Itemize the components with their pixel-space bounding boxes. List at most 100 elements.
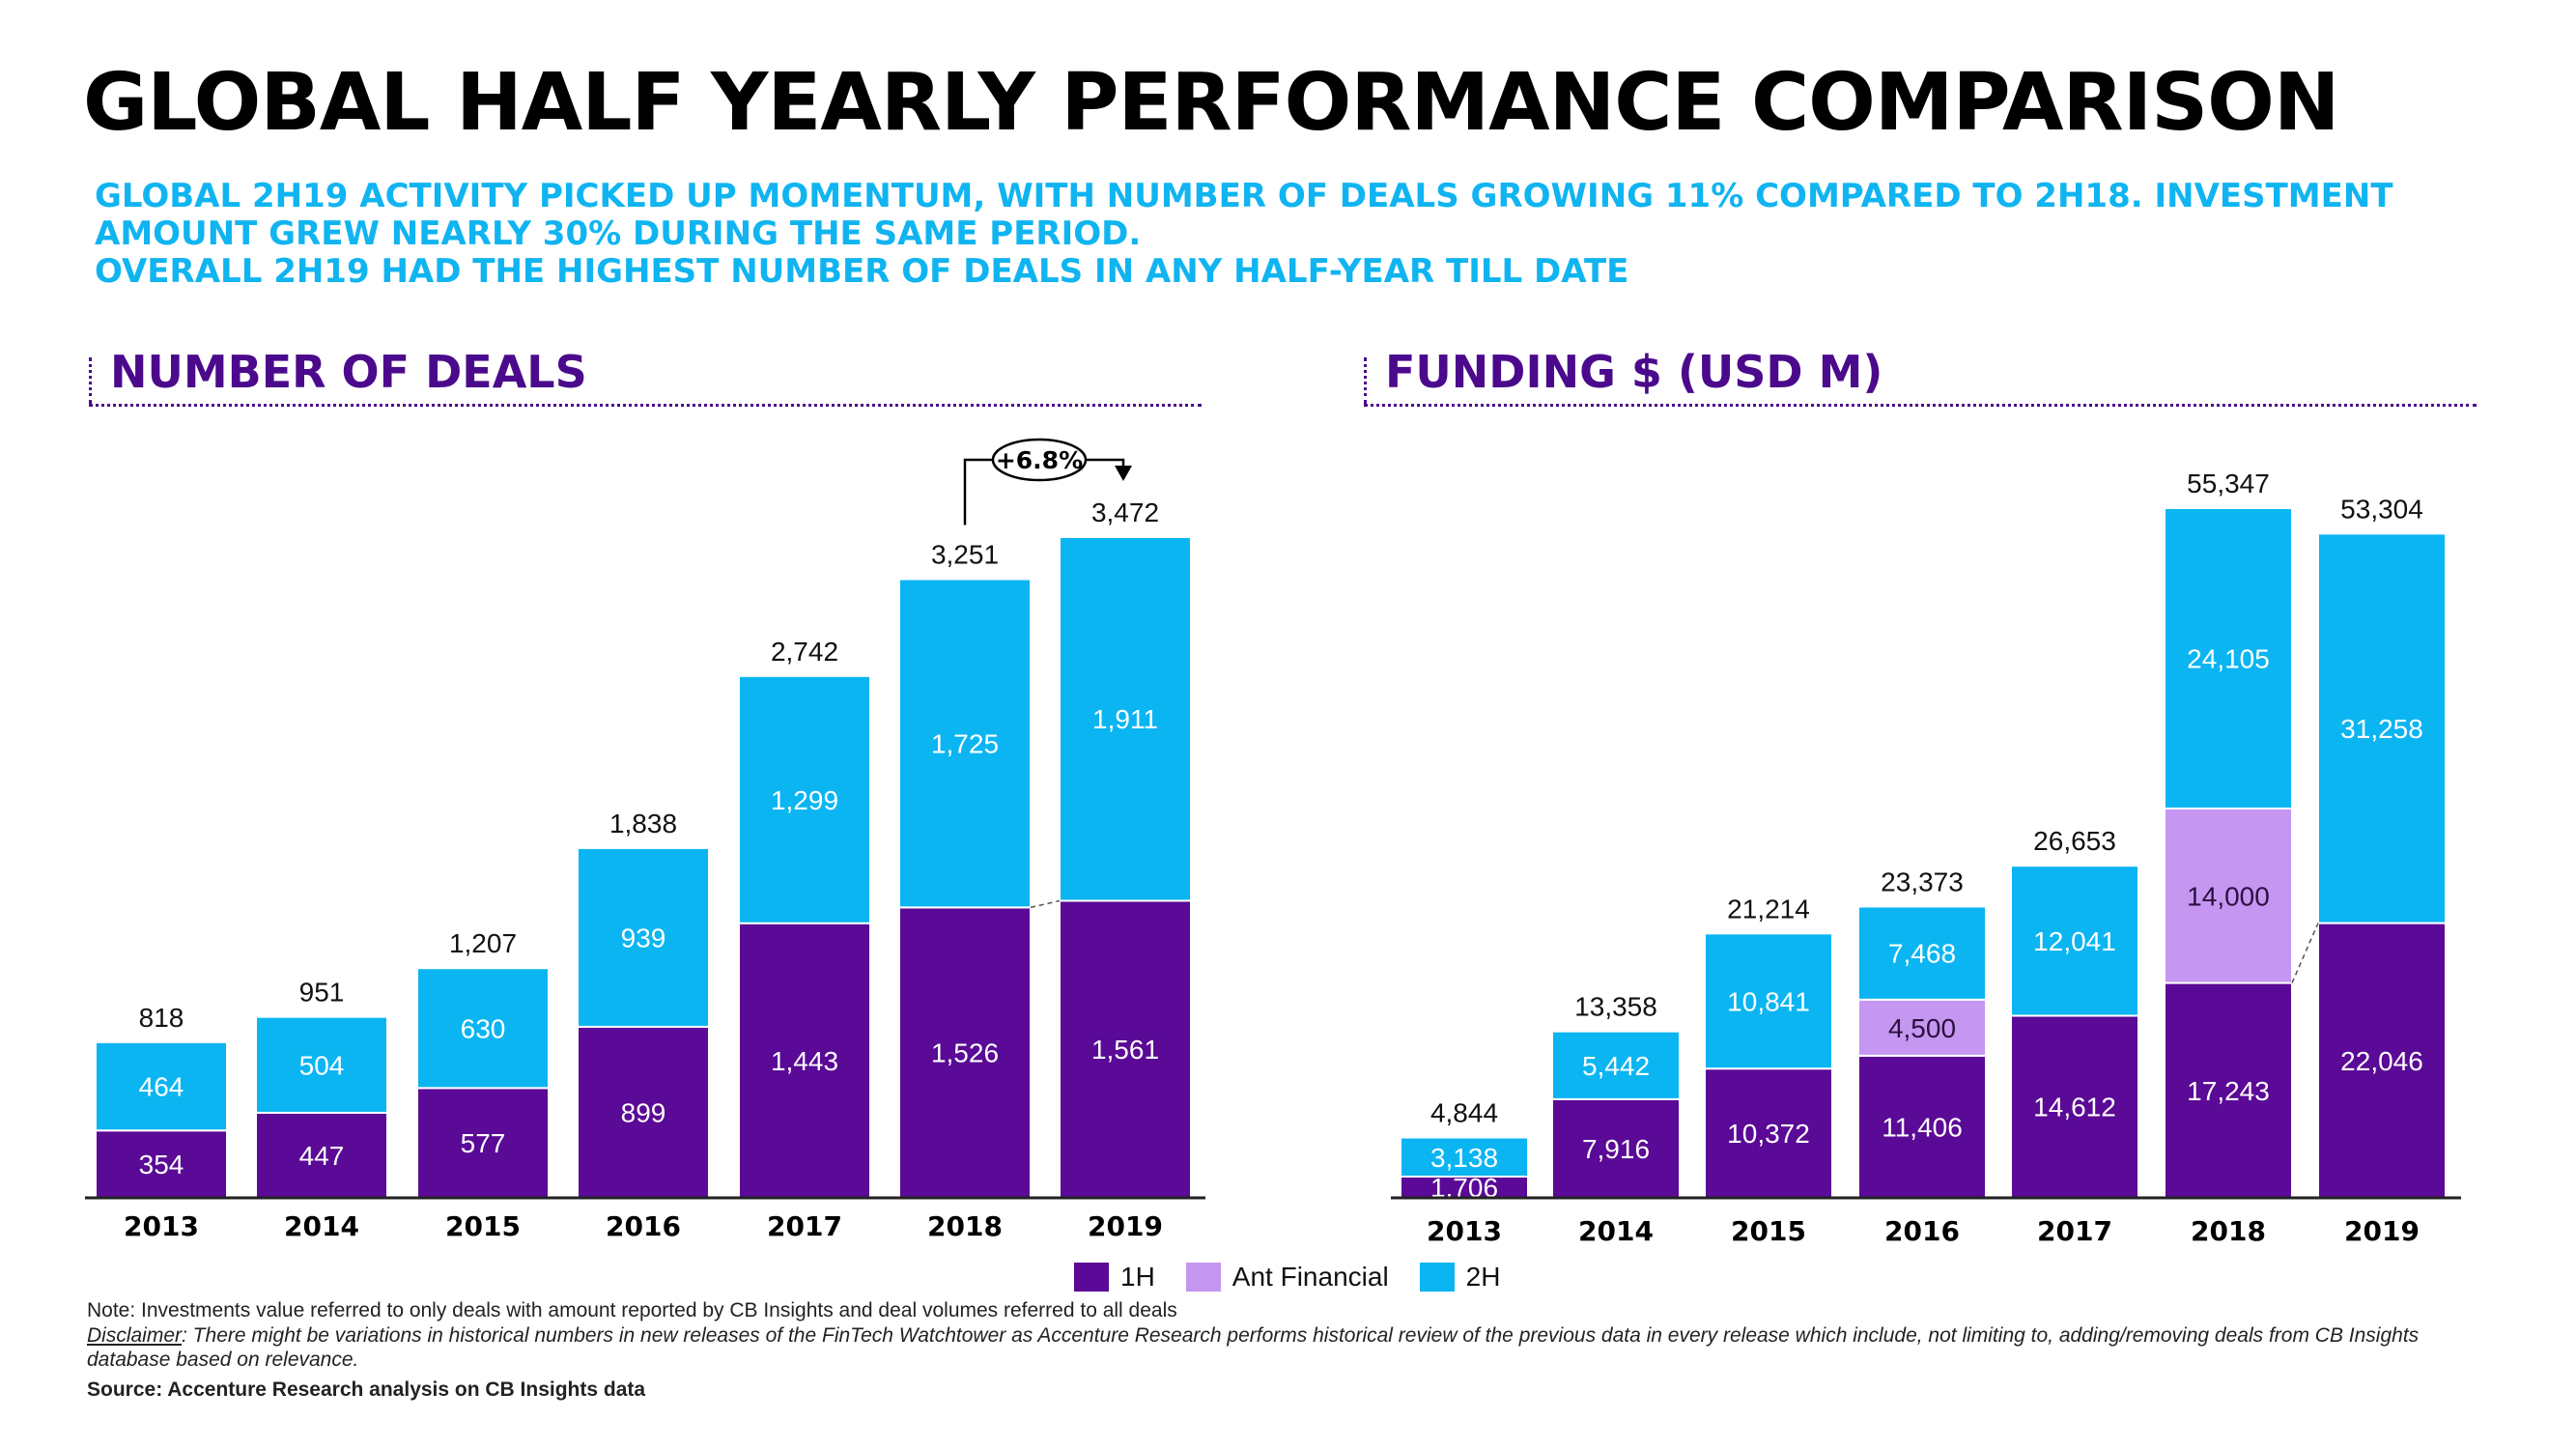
deals-label-2h-2019: 1,911 (1092, 704, 1158, 734)
deals-total-2019: 3,472 (1091, 497, 1159, 527)
funding-label-1h-2017: 14,612 (2033, 1093, 2116, 1122)
legend-swatch-2h (1419, 1263, 1455, 1292)
funding-bar-1h-2015 (1704, 1067, 1833, 1200)
deals-bar-1h-2017 (738, 922, 871, 1199)
legend-label-ant-financial: Ant Financial (1231, 1262, 1389, 1292)
funding-label-2h-2013: 3,138 (1430, 1143, 1498, 1173)
funding-bar-ant-financial-2016 (1857, 998, 1987, 1057)
funding-bar-1h-2016 (1857, 1054, 1987, 1199)
funding-total-2017: 26,653 (2033, 826, 2116, 856)
disclaimer-text: : There might be variations in historica… (87, 1324, 2420, 1372)
subtitle-line-2: AMOUNT GREW NEARLY 30% DURING THE SAME P… (95, 214, 1142, 253)
funding-label-1h-2015: 10,372 (1727, 1119, 1810, 1149)
deals-label-2h-2017: 1,299 (771, 785, 838, 815)
subtitle-line-3: OVERALL 2H19 HAD THE HIGHEST NUMBER OF D… (95, 252, 1629, 291)
legend-label-1h: 1H (1120, 1262, 1155, 1292)
deals-total-2018: 3,251 (931, 540, 999, 570)
funding-category-2015: 2015 (1731, 1215, 1806, 1247)
funding-category-2016: 2016 (1884, 1215, 1960, 1247)
deals-label-2h-2014: 504 (299, 1050, 345, 1080)
funding-label-2h-2018: 24,105 (2187, 643, 2270, 673)
legend-item-2h: 2H (1419, 1262, 1500, 1293)
deals-label-1h-2018: 1,526 (931, 1038, 999, 1068)
page-title: GLOBAL HALF YEARLY PERFORMANCE COMPARISO… (83, 57, 2340, 149)
legend-swatch-ant-financial (1185, 1263, 1221, 1292)
deals-category-2019: 2019 (1088, 1210, 1163, 1242)
funding-bar-ant-financial-2018 (2164, 807, 2293, 984)
deals-bar-1h-2014 (255, 1111, 388, 1200)
deals-total-2013: 818 (139, 1003, 184, 1033)
deals-label-1h-2014: 447 (299, 1141, 345, 1171)
deals-label-2h-2018: 1,725 (931, 728, 999, 758)
deals-bar-2h-2019 (1059, 536, 1192, 902)
deals-bar-2h-2013 (95, 1040, 228, 1132)
deals-category-2013: 2013 (124, 1210, 199, 1242)
deals-panel-marker (89, 357, 92, 404)
funding-label-1h-2019: 22,046 (2340, 1046, 2423, 1076)
deals-total-2015: 1,207 (449, 928, 517, 958)
funding-bar-2h-2017 (2010, 865, 2139, 1017)
funding-bar-2h-2015 (1704, 932, 1833, 1070)
legend-item-ant-financial: Ant Financial (1185, 1262, 1389, 1293)
funding-bar-1h-2019 (2317, 922, 2447, 1199)
deals-label-2h-2015: 630 (461, 1013, 506, 1043)
deals-bar-2h-2017 (738, 674, 871, 924)
deals-label-1h-2013: 354 (139, 1150, 184, 1179)
funding-bar-2h-2019 (2317, 532, 2447, 924)
funding-bar-1h-2017 (2010, 1014, 2139, 1199)
deals-category-2016: 2016 (606, 1210, 681, 1242)
funding-label-1h-2016: 11,406 (1882, 1112, 1963, 1142)
funding-category-2018: 2018 (2191, 1215, 2266, 1247)
funding-panel-marker (1364, 357, 1367, 404)
legend-item-1h: 1H (1074, 1262, 1155, 1293)
deals-bar-2h-2014 (255, 1015, 388, 1114)
deals-total-2017: 2,742 (771, 637, 838, 667)
footnote: Note: Investments value referred to only… (87, 1299, 1177, 1321)
funding-label-ant-financial-2018: 14,000 (2187, 881, 2270, 911)
disclaimer: Disclaimer: There might be variations in… (87, 1323, 2502, 1372)
deals-connector-1h (1030, 899, 1061, 909)
legend-swatch-1h (1074, 1263, 1109, 1292)
growth-badge (991, 438, 1088, 482)
deals-bar-1h-2016 (577, 1025, 710, 1199)
funding-label-2h-2017: 12,041 (2033, 926, 2116, 956)
subtitle-line-1: GLOBAL 2H19 ACTIVITY PICKED UP MOMENTUM,… (95, 177, 2393, 215)
funding-label-1h-2018: 17,243 (2187, 1076, 2270, 1106)
funding-connector-1h (2291, 923, 2319, 983)
funding-label-2h-2016: 7,468 (1888, 939, 1956, 969)
funding-label-2h-2014: 5,442 (1582, 1051, 1650, 1081)
deals-label-1h-2015: 577 (461, 1128, 506, 1158)
funding-label-1h-2014: 7,916 (1582, 1134, 1650, 1164)
source-note: Source: Accenture Research analysis on C… (87, 1378, 646, 1401)
deals-bar-1h-2018 (898, 906, 1032, 1199)
funding-total-2015: 21,214 (1727, 894, 1810, 923)
deals-category-2018: 2018 (927, 1210, 1003, 1242)
funding-category-2019: 2019 (2344, 1215, 2420, 1247)
deals-label-1h-2017: 1,443 (771, 1046, 838, 1076)
funding-category-2017: 2017 (2037, 1215, 2112, 1247)
legend: 1H Ant Financial 2H (1074, 1262, 1531, 1293)
deals-label-2h-2016: 939 (621, 923, 666, 952)
funding-category-2014: 2014 (1578, 1215, 1654, 1247)
deals-bar-2h-2016 (577, 846, 710, 1028)
funding-bar-2h-2014 (1551, 1030, 1681, 1100)
deals-category-2015: 2015 (445, 1210, 521, 1242)
funding-label-2h-2019: 31,258 (2340, 714, 2423, 744)
disclaimer-label: Disclaimer (87, 1324, 183, 1347)
deals-bar-1h-2013 (95, 1129, 228, 1200)
funding-total-2013: 4,844 (1430, 1098, 1498, 1128)
deals-bar-1h-2019 (1059, 899, 1192, 1200)
funding-total-2014: 13,358 (1574, 992, 1657, 1022)
deals-category-2014: 2014 (284, 1210, 359, 1242)
deals-label-1h-2016: 899 (621, 1097, 666, 1127)
funding-bar-1h-2014 (1551, 1097, 1681, 1200)
funding-total-2016: 23,373 (1881, 867, 1964, 896)
deals-total-2016: 1,838 (609, 809, 677, 838)
funding-label-2h-2015: 10,841 (1727, 986, 1810, 1016)
growth-badge-label: +6.8% (996, 446, 1083, 474)
funding-category-2013: 2013 (1427, 1215, 1502, 1247)
deals-total-2014: 951 (299, 978, 345, 1008)
funding-total-2018: 55,347 (2187, 469, 2270, 498)
funding-panel-rule (1364, 404, 2477, 407)
deals-panel-rule (89, 404, 1202, 407)
